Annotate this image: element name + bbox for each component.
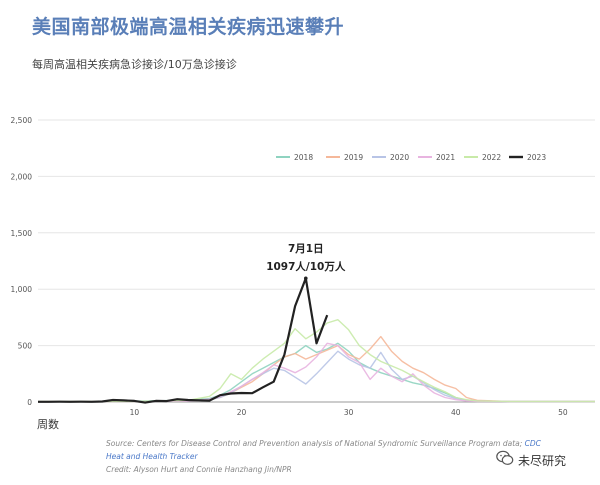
series-line-2022 — [38, 319, 595, 403]
series-line-2020 — [38, 350, 595, 403]
y-tick-label: 2,500 — [11, 116, 33, 125]
annotation-date: 7月1日 — [288, 243, 324, 255]
x-tick-label: 30 — [344, 408, 354, 417]
x-axis-label: 周数 — [37, 418, 59, 431]
series-line-2023 — [38, 277, 329, 404]
source-line-1: Source: Centers for Disease Control and … — [106, 437, 541, 450]
x-tick-label: 40 — [451, 408, 461, 417]
y-tick-label: 1,000 — [11, 285, 33, 294]
cdc-link[interactable]: CDC — [524, 439, 541, 448]
source-line-2: Heat and Health Tracker — [106, 450, 541, 463]
legend-label-2019: 2019 — [344, 153, 363, 162]
source-credit-block: Source: Centers for Disease Control and … — [106, 437, 541, 476]
series-line-2018 — [38, 342, 595, 403]
legend-label-2020: 2020 — [390, 153, 409, 162]
annotation-value: 1097人/10万人 — [266, 260, 346, 273]
legend-label-2018: 2018 — [294, 153, 313, 162]
wechat-icon — [496, 450, 514, 465]
x-tick-label: 50 — [558, 408, 568, 417]
y-tick-label: 2,000 — [11, 172, 33, 181]
credit-line: Credit: Alyson Hurt and Connie Hanzhang … — [106, 465, 292, 474]
y-tick-label: 500 — [18, 342, 33, 351]
chart-subtitle: 每周高温相关疾病急诊接诊/10万急诊接诊 — [32, 58, 237, 71]
source-text: Source: Centers for Disease Control and … — [106, 439, 525, 448]
annotation-peak-marker — [303, 276, 308, 281]
legend-label-2023: 2023 — [527, 153, 546, 162]
heat-health-tracker-link[interactable]: Heat and Health Tracker — [106, 452, 198, 461]
x-tick-label: 20 — [237, 408, 247, 417]
x-tick-label: 10 — [130, 408, 140, 417]
watermark: 未尽研究 — [518, 454, 567, 468]
legend-label-2021: 2021 — [436, 153, 455, 162]
series-line-2019 — [38, 335, 595, 403]
y-tick-label: 1,500 — [11, 229, 33, 238]
legend-label-2022: 2022 — [482, 153, 501, 162]
page-title: 美国南部极端高温相关疾病迅速攀升 — [32, 16, 345, 38]
y-tick-label: 0 — [27, 398, 32, 407]
